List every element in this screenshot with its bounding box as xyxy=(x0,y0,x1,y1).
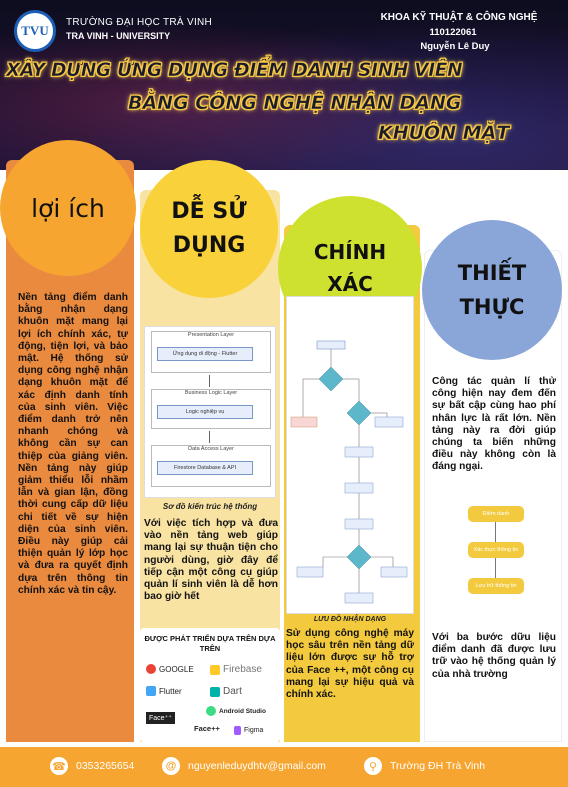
figma-icon xyxy=(234,726,241,735)
practical-text-2: Với ba bước dữu liệu điểm danh đã được l… xyxy=(432,632,556,680)
ease-heading-circle: DỄ SỬ DỤNG xyxy=(140,160,278,298)
ease-of-use-text: Với việc tích hợp và đưa vào nền tảng we… xyxy=(144,518,278,603)
accuracy-heading-line-2: XÁC xyxy=(327,272,373,296)
accuracy-heading-line-1: CHÍNH xyxy=(313,240,387,264)
google-icon xyxy=(146,664,156,674)
architecture-diagram: Presentation Layer Ứng dụng di động - Fl… xyxy=(144,326,276,498)
mobile-app-box: Ứng dụng di động - Flutter xyxy=(157,347,253,361)
arrow xyxy=(495,558,496,578)
dart-icon xyxy=(210,686,220,697)
figma-logo: Figma xyxy=(234,726,263,735)
android-studio-icon xyxy=(206,706,216,716)
university-english-name: TRA VINH - UNIVERSITY xyxy=(66,31,171,41)
location-pin-icon: ⚲ xyxy=(364,757,382,775)
email-address: nguyenleduydhtv@gmail.com xyxy=(188,760,326,772)
benefits-heading-circle: lợi ích xyxy=(0,140,136,276)
architecture-caption: Sơ đồ kiến trúc hệ thống xyxy=(162,502,258,511)
google-logo: GOOGLE xyxy=(146,664,194,674)
location-text: Trường ĐH Trà Vinh xyxy=(390,760,486,772)
ease-heading-line-2: DỤNG xyxy=(172,233,246,258)
step-attendance: Điểm danh xyxy=(468,506,524,522)
university-name: TRƯỜNG ĐẠI HỌC TRÀ VINH xyxy=(66,17,213,28)
footer-phone[interactable]: ☎ 0353265654 xyxy=(50,757,134,775)
accuracy-text: Sử dụng công nghệ máy học sâu trên nền t… xyxy=(286,628,414,701)
android-studio-logo: Android Studio xyxy=(206,706,266,716)
arrow xyxy=(209,375,210,387)
business-logic-box: Logic nghiệp vụ xyxy=(157,405,253,419)
faceplusplus-text-logo: Face++ xyxy=(194,724,220,733)
footer-location[interactable]: ⚲ Trường ĐH Trà Vinh xyxy=(364,757,485,775)
phone-icon: ☎ xyxy=(50,757,68,775)
step-store: Lưu trữ thông tin xyxy=(468,578,524,594)
business-logic-layer: Business Logic Layer xyxy=(151,389,271,429)
flutter-logo: Flutter xyxy=(146,686,182,696)
firebase-icon xyxy=(210,664,220,675)
ease-heading-line-1: DỄ SỬ xyxy=(171,199,247,224)
dart-logo: Dart xyxy=(210,686,242,697)
faculty-name: KHOA KỸ THUẬT & CÔNG NGHỆ xyxy=(380,12,538,23)
recognition-flowchart xyxy=(286,296,414,614)
footer-email[interactable]: @ nguyenleduydhtv@gmail.com xyxy=(162,757,326,775)
flutter-icon xyxy=(146,686,156,696)
flowchart-caption: LƯU ĐỒ NHẬN DẠNG xyxy=(313,616,387,623)
arrow xyxy=(209,431,210,443)
tech-stack-title: ĐƯỢC PHÁT TRIỂN DỰA TRÊN DỰA TRÊN xyxy=(144,634,276,653)
practical-heading-circle: THIẾT THỰC xyxy=(422,220,562,360)
university-logo: TVU xyxy=(14,10,56,52)
student-id: 110122061 xyxy=(429,27,477,38)
tech-stack-box: ĐƯỢC PHÁT TRIỂN DỰA TRÊN DỰA TRÊN GOOGLE… xyxy=(140,628,280,742)
footer-bar: ☎ 0353265654 @ nguyenleduydhtv@gmail.com… xyxy=(0,747,568,787)
presentation-layer: Presentation Layer xyxy=(151,331,271,373)
poster-title-line-1: XÂY DỰNG ỨNG DỤNG ĐIỂM DANH SINH VIÊN xyxy=(6,60,463,82)
header-banner: TVU TRƯỜNG ĐẠI HỌC TRÀ VINH TRA VINH - U… xyxy=(0,0,568,170)
phone-number: 0353265654 xyxy=(76,760,135,772)
benefits-heading: lợi ích xyxy=(31,193,105,223)
arrow xyxy=(495,522,496,542)
practical-heading-line-2: THỰC xyxy=(459,295,525,319)
student-name: Nguyễn Lê Duy xyxy=(420,41,490,52)
benefits-text: Nền tảng điểm danh bằng nhận dạng khuôn … xyxy=(18,292,128,596)
step-verify: Xác thực thông tin xyxy=(468,542,524,558)
faceplusplus-logo: Face⁺⁺ xyxy=(146,712,175,724)
poster-title-line-3: KHUÔN MẶT xyxy=(378,122,510,145)
database-box: Firestore Database & API xyxy=(157,461,253,475)
data-access-layer: Data Access Layer xyxy=(151,445,271,487)
firebase-logo: Firebase xyxy=(210,664,262,675)
practical-text-1: Công tác quản lí thử công hiện nay đem đ… xyxy=(432,376,556,473)
email-icon: @ xyxy=(162,757,180,775)
three-step-diagram: Điểm danh Xác thực thông tin Lưu trữ thô… xyxy=(446,496,540,606)
practical-heading-line-1: THIẾT xyxy=(457,261,527,285)
poster-title-line-2: BẰNG CÔNG NGHỆ NHẬN DẠNG xyxy=(128,92,462,115)
flowchart-graphic xyxy=(290,340,408,604)
